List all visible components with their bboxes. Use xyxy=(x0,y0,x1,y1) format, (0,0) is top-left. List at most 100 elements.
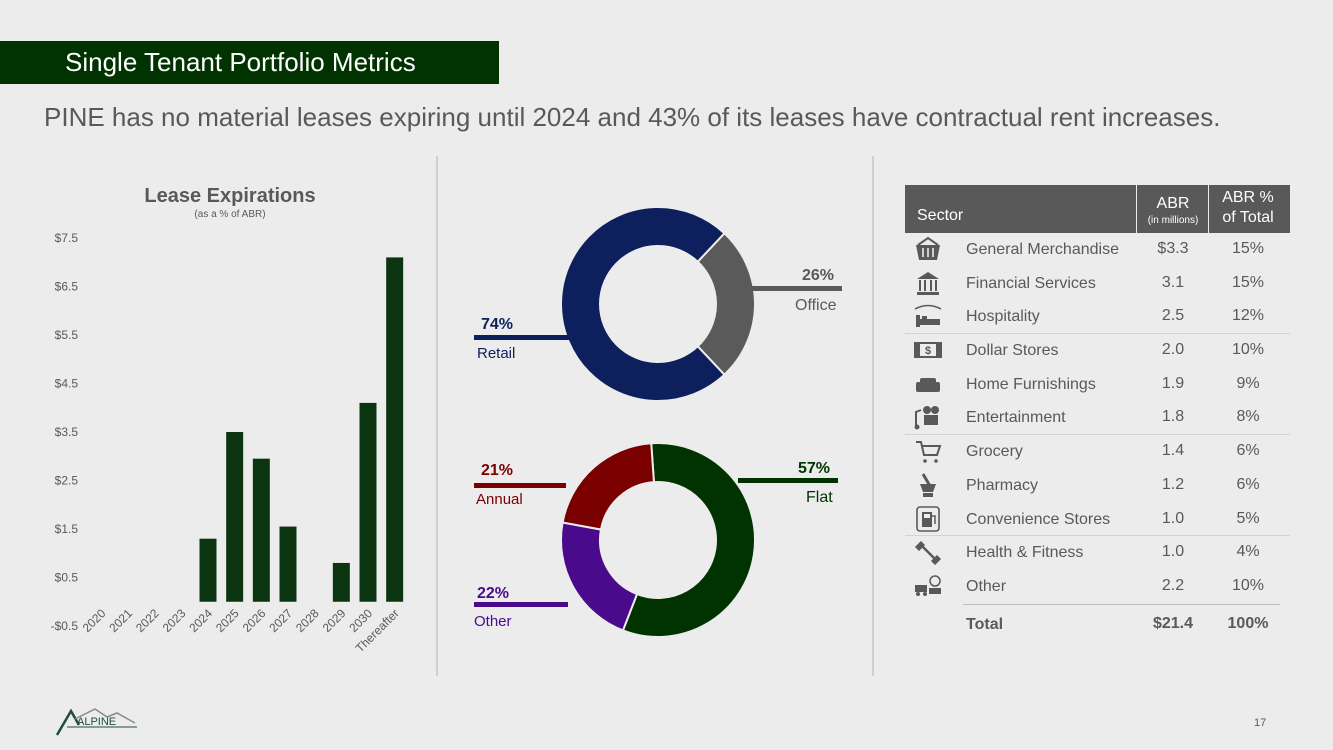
total-label: Total xyxy=(966,615,1004,633)
mortar-pestle-icon xyxy=(913,472,943,498)
row-separator xyxy=(905,434,1290,436)
page-number: 17 xyxy=(1254,717,1267,729)
row-abr: 2.0 xyxy=(1161,341,1185,359)
other-label: Other xyxy=(474,613,512,630)
retail-percent: 74% xyxy=(481,316,514,333)
chart-title: Lease Expirations xyxy=(144,185,316,207)
bar xyxy=(252,458,270,602)
table-row: Financial Services 3.1 15% xyxy=(905,267,1290,301)
donut-slice-office xyxy=(696,231,756,377)
dumbbell-icon xyxy=(913,539,943,566)
table-body: General Merchandise $3.3 15% Financial Serv… xyxy=(905,233,1290,604)
table-row: Home Furnishings 1.9 9% xyxy=(905,368,1290,402)
lease-expirations-chart: $7.5$6.5$5.5$4.5$3.5$2.5$1.5$0.5-$0.5 202… xyxy=(51,231,404,655)
table-row: Entertainment 1.8 8% xyxy=(905,401,1290,436)
bar xyxy=(279,526,297,602)
row-pct: 5% xyxy=(1236,509,1260,527)
bed-icon xyxy=(913,303,943,329)
table-row: Pharmacy 1.2 6% xyxy=(905,469,1290,503)
x-tick-label: 2028 xyxy=(293,606,322,635)
table-row: Health & Fitness 1.0 4% xyxy=(905,536,1290,570)
table-header: Sector ABR (in millions) ABR % of Total xyxy=(905,185,1290,233)
row-abr: 1.8 xyxy=(1161,408,1185,426)
y-tick-label: $1.5 xyxy=(55,522,79,536)
header-separator xyxy=(1136,185,1137,233)
other-percent: 22% xyxy=(477,585,510,602)
header-abr: ABR (in millions) xyxy=(1137,195,1209,229)
row-pct: 6% xyxy=(1236,442,1260,460)
row-pct: 9% xyxy=(1236,374,1260,392)
bar xyxy=(332,562,350,602)
y-tick-label: $6.5 xyxy=(55,280,79,294)
donut-slice-flat xyxy=(621,442,756,638)
table-row: Convenience Stores 1.0 5% xyxy=(905,503,1290,537)
row-sector: Financial Services xyxy=(966,274,1096,292)
row-pct: 15% xyxy=(1231,273,1265,291)
row-sector: General Merchandise xyxy=(966,241,1119,258)
annual-percent: 21% xyxy=(481,462,514,479)
header-pct-line2: of Total xyxy=(1222,209,1274,226)
sofa-icon xyxy=(913,371,943,397)
page-title: Single Tenant Portfolio Metrics xyxy=(0,41,499,84)
row-abr: 1.0 xyxy=(1161,543,1185,561)
header-pct: ABR % of Total xyxy=(1209,188,1287,228)
y-tick-label: $0.5 xyxy=(55,571,79,585)
other-leader-line xyxy=(474,602,568,607)
row-abr: 1.0 xyxy=(1161,509,1185,527)
movie-camera-icon xyxy=(913,404,943,430)
retail-label: Retail xyxy=(477,345,516,362)
misc-vehicles-icon xyxy=(913,573,943,599)
x-tick-label: 2023 xyxy=(160,606,189,635)
logo-text: ALPINE xyxy=(77,716,116,728)
row-pct: 6% xyxy=(1236,475,1260,493)
row-sector: Pharmacy xyxy=(966,476,1039,494)
basket-icon xyxy=(913,236,943,262)
divider-right xyxy=(872,156,874,676)
header-separator xyxy=(1208,185,1209,233)
row-sector: Home Furnishings xyxy=(966,375,1096,393)
row-sector: Convenience Stores xyxy=(966,510,1111,528)
y-tick-label: $2.5 xyxy=(55,474,79,488)
x-tick-label: 2026 xyxy=(240,606,269,635)
donut-slice-retail xyxy=(560,206,726,402)
bar xyxy=(226,432,244,602)
annual-leader-line xyxy=(474,483,566,488)
header-pct-line1: ABR % xyxy=(1222,189,1274,206)
row-sector: Other xyxy=(966,577,1007,595)
row-pct: 12% xyxy=(1231,307,1265,325)
row-abr: 1.2 xyxy=(1161,475,1185,493)
table-row: Grocery 1.4 6% xyxy=(905,435,1290,469)
flat-percent: 57% xyxy=(798,460,831,477)
y-tick-label: $7.5 xyxy=(55,231,79,245)
row-abr: 1.4 xyxy=(1161,442,1185,460)
alpine-logo: ALPINE xyxy=(55,708,137,736)
annual-label: Annual xyxy=(476,491,523,508)
y-tick-label: $5.5 xyxy=(55,328,79,342)
tenant-type-donut xyxy=(560,206,756,402)
table-row: Other 2.2 10% xyxy=(905,570,1290,604)
x-tick-label: 2022 xyxy=(133,606,162,635)
flat-label: Flat xyxy=(806,489,833,506)
total-pct: 100% xyxy=(1227,614,1269,632)
bar xyxy=(386,257,404,602)
row-abr: 3.1 xyxy=(1161,273,1185,291)
table-total-row: Total $21.4 100% xyxy=(905,603,1290,638)
x-tick-label: 2029 xyxy=(320,606,349,635)
bank-icon xyxy=(913,270,943,296)
x-tick-label: 2027 xyxy=(266,606,295,635)
table-row: Hospitality 2.5 12% xyxy=(905,300,1290,335)
row-abr: $3.3 xyxy=(1157,240,1189,257)
header-abr-unit: (in millions) xyxy=(1147,215,1199,226)
rent-increase-donut xyxy=(560,442,756,638)
row-pct: 10% xyxy=(1231,341,1265,359)
flat-leader-line xyxy=(738,478,838,483)
office-leader-line xyxy=(748,286,842,291)
row-sector: Entertainment xyxy=(966,409,1066,427)
x-tick-label: 2024 xyxy=(186,606,215,635)
y-tick-label: $4.5 xyxy=(55,377,79,391)
row-abr: 1.9 xyxy=(1161,374,1185,392)
row-sector: Grocery xyxy=(966,443,1023,461)
row-sector: Hospitality xyxy=(966,308,1040,326)
row-pct: 15% xyxy=(1231,240,1265,257)
x-tick-label: 2021 xyxy=(106,606,135,635)
